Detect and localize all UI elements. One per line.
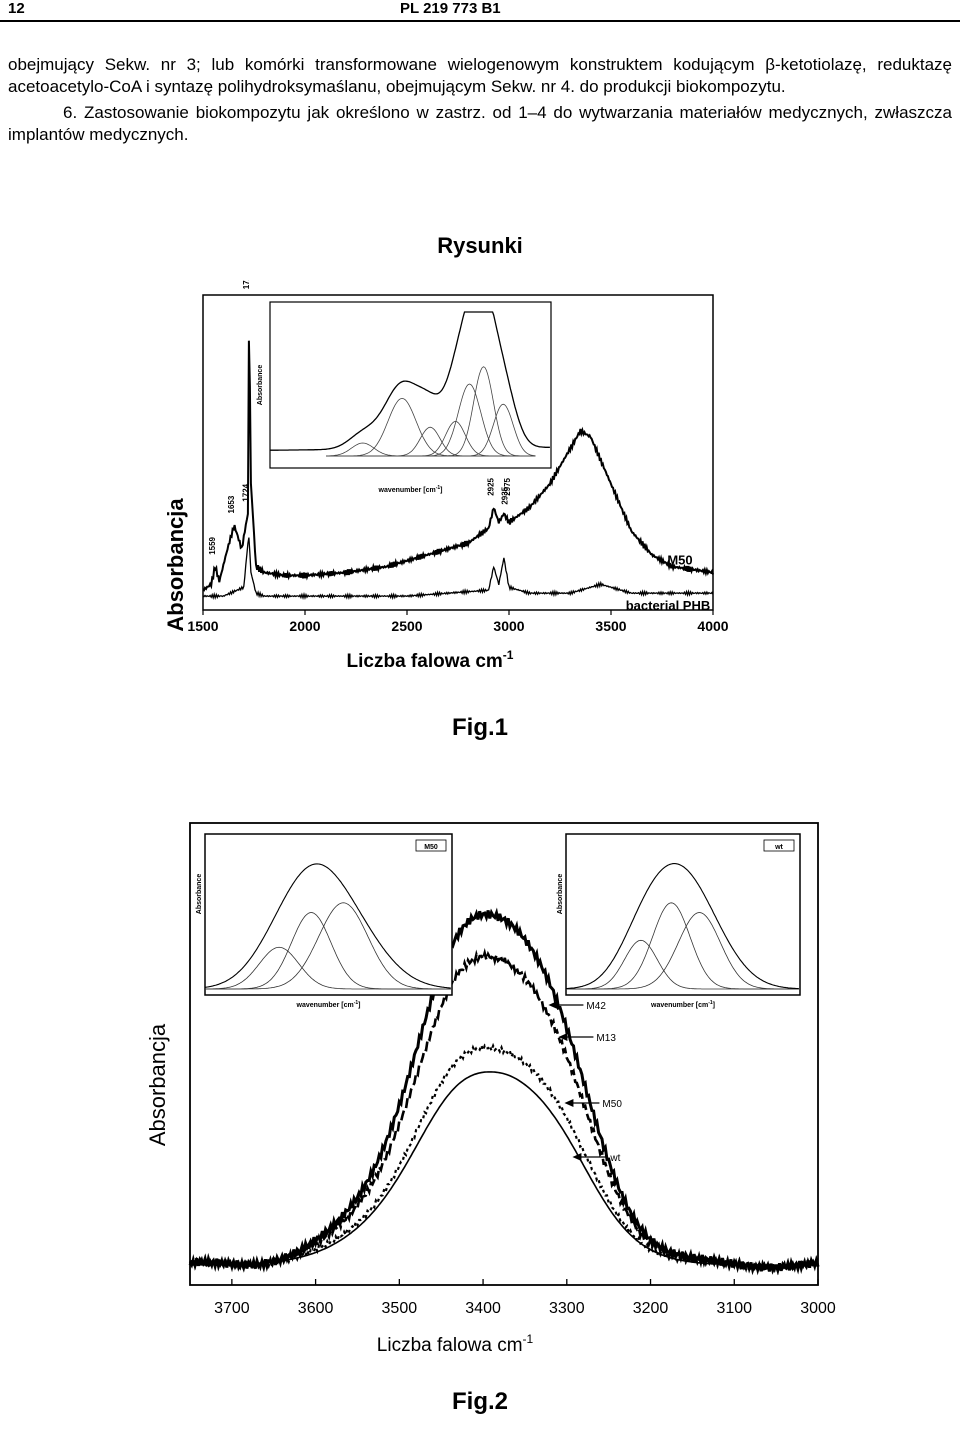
x-tick-label: 3500 bbox=[382, 1300, 418, 1317]
x-tick-label: 3200 bbox=[633, 1300, 669, 1317]
header-rule bbox=[0, 20, 960, 22]
x-tick-label: 3400 bbox=[465, 1300, 501, 1317]
annotation-label: M42 bbox=[586, 1001, 606, 1012]
page-header: 12 PL 219 773 B1 bbox=[0, 0, 960, 18]
x-tick-label: 3000 bbox=[800, 1300, 836, 1317]
x-tick-label: 3000 bbox=[493, 618, 524, 634]
series-line-wt bbox=[190, 1071, 818, 1266]
series-line-m13 bbox=[188, 947, 820, 1276]
x-tick-label: 2500 bbox=[391, 618, 422, 634]
x-tick-label: 4000 bbox=[697, 618, 728, 634]
series-line-m50 bbox=[202, 340, 714, 592]
claim-paragraph: 6. Zastosowanie biokompozytu jak określo… bbox=[8, 103, 952, 144]
peak-label: 1724 bbox=[242, 483, 251, 501]
peak-label: 1559 bbox=[208, 536, 217, 554]
peak-label: 2935 bbox=[501, 486, 510, 504]
patent-number: PL 219 773 B1 bbox=[400, 0, 501, 17]
series-label: bacterial PHB bbox=[626, 598, 711, 613]
claim-paragraph: obejmujący Sekw. nr 3; lub komórki trans… bbox=[8, 55, 952, 96]
series-label: M50 bbox=[667, 553, 692, 568]
inset-y-label: Absorbance bbox=[557, 874, 564, 915]
inset-y-label: Absorbance bbox=[196, 874, 203, 915]
inset-legend-box bbox=[415, 839, 447, 852]
inset-envelope-curve bbox=[565, 863, 799, 990]
annotation-arrowhead bbox=[572, 1153, 582, 1161]
inset-y-label: Absorbance bbox=[257, 365, 264, 406]
figure-2-chart: 3700 3600 3500 3400 3300 3200 3100 3000 M42 M13 M… bbox=[145, 822, 836, 1355]
annotation-arrowhead bbox=[564, 1099, 574, 1107]
annotation-label: M13 bbox=[596, 1033, 616, 1044]
x-tick-label: 3700 bbox=[214, 1300, 250, 1317]
x-tick-label: 1500 bbox=[187, 618, 218, 634]
inset-component-curve bbox=[205, 902, 451, 990]
plot-frame bbox=[189, 822, 819, 1286]
figure-1-chart: 1500 2000 2500 3000 3500 4000 M50 bacterial PH… bbox=[163, 280, 729, 672]
annotation-arrowhead bbox=[558, 1033, 568, 1041]
plot-frame bbox=[202, 294, 714, 611]
inset-legend-label: M50 bbox=[424, 844, 438, 851]
x-tick-label: 3300 bbox=[549, 1300, 585, 1317]
figure-1-caption: Fig.1 bbox=[451, 714, 508, 741]
annotation-arrowhead bbox=[548, 1001, 558, 1009]
inset-x-label: wavenumber [cm-1] bbox=[378, 485, 443, 494]
figure-2-caption: Fig.2 bbox=[451, 1388, 508, 1415]
x-axis-label: Liczba falowa cm-1 bbox=[347, 648, 514, 672]
inset-frame bbox=[204, 833, 453, 996]
claims-text: obejmujący Sekw. nr 3; lub komórki trans… bbox=[8, 54, 952, 146]
page-number: 12 bbox=[8, 0, 25, 17]
inset-legend-label: wt bbox=[774, 844, 783, 851]
x-tick-label: 2000 bbox=[289, 618, 320, 634]
inset-legend-box bbox=[763, 839, 795, 852]
peak-label: 2925 bbox=[487, 477, 496, 495]
x-tick-label: 3500 bbox=[595, 618, 626, 634]
y-axis-label: Absorbancja bbox=[145, 1023, 170, 1146]
section-title: Rysunki bbox=[437, 233, 523, 258]
inset-component-curve bbox=[566, 912, 799, 990]
peak-label: 2975 bbox=[503, 477, 512, 495]
inset-x-label: wavenumber [cm-1] bbox=[650, 1000, 715, 1009]
inset-component-curve bbox=[326, 403, 536, 457]
x-tick-label: 3100 bbox=[716, 1300, 752, 1317]
inset-x-label: wavenumber [cm-1] bbox=[296, 1000, 361, 1009]
peak-label: 1653 bbox=[227, 495, 236, 513]
inset-envelope-curve bbox=[270, 311, 550, 451]
inset-frame bbox=[269, 301, 552, 469]
inset-envelope-curve bbox=[204, 863, 451, 989]
x-axis-label: Liczba falowa cm-1 bbox=[377, 1332, 534, 1355]
series-line-m50 bbox=[188, 1042, 819, 1273]
annotation-label: M50 bbox=[602, 1099, 622, 1110]
y-axis-label: Absorbancja bbox=[163, 498, 188, 632]
annotation-label: wt bbox=[609, 1153, 620, 1164]
inset-frame bbox=[565, 833, 801, 996]
x-tick-label: 3600 bbox=[298, 1300, 334, 1317]
series-line-bacterial-phb bbox=[202, 537, 714, 601]
peak-label: 1726 bbox=[242, 280, 251, 289]
